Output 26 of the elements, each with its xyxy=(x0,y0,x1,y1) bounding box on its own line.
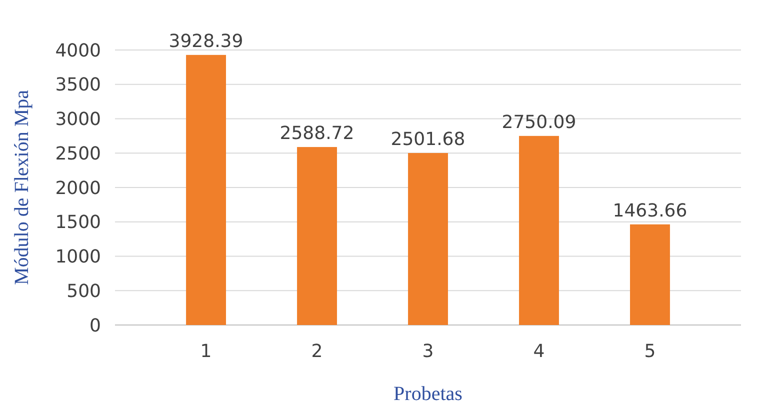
y-tick-label: 500 xyxy=(66,280,101,302)
data-label: 2750.09 xyxy=(502,112,576,133)
y-tick-label: 2000 xyxy=(55,178,101,199)
y-tick-label: 2500 xyxy=(55,143,101,164)
x-tick-label: 4 xyxy=(533,341,545,362)
bar xyxy=(186,54,226,325)
bar xyxy=(519,136,559,325)
bar xyxy=(297,147,337,325)
y-tick-label: 1000 xyxy=(55,246,101,268)
x-tick-label: 5 xyxy=(644,341,656,362)
x-tick-label: 3 xyxy=(422,341,434,362)
y-axis-title: Módulo de Flexión Mpa xyxy=(11,90,33,285)
x-tick-label: 2 xyxy=(311,341,323,362)
y-tick-label: 0 xyxy=(90,315,101,336)
y-tick-label: 1500 xyxy=(55,212,101,234)
bar xyxy=(408,153,448,325)
x-tick-label: 1 xyxy=(200,341,212,362)
x-axis-title: Probetas xyxy=(394,383,463,405)
y-tick-label: 4000 xyxy=(55,40,101,62)
data-label: 1463.66 xyxy=(612,200,688,222)
y-tick-label: 3500 xyxy=(55,74,101,96)
data-label: 2501.68 xyxy=(390,129,466,150)
y-tick-label: 3000 xyxy=(55,109,101,130)
bar xyxy=(630,224,670,325)
data-label: 3928.39 xyxy=(168,30,244,52)
data-label: 2588.72 xyxy=(280,123,354,144)
